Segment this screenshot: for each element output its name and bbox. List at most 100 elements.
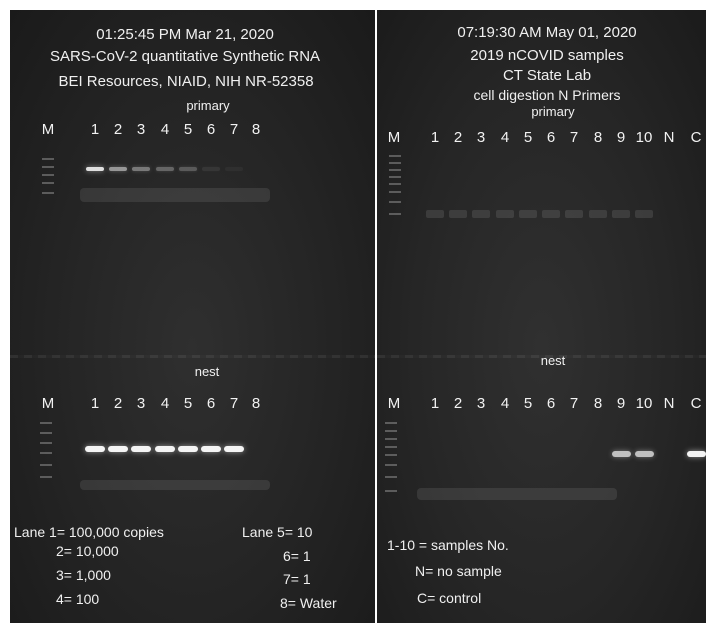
right-primary-lane-label-5: 5	[523, 129, 533, 146]
right-line2: CT State Lab	[502, 67, 592, 84]
left-primary-ladder	[42, 158, 54, 198]
left-primary-lane-label-1: 1	[90, 121, 100, 138]
legend-lane7: 7= 1	[283, 571, 311, 587]
left-nest-lane-label-3: 3	[136, 395, 146, 412]
right-primary-smear-lane-7	[565, 210, 583, 218]
left-nest-band-lane-5	[178, 446, 198, 452]
right-nest-lane-label-n: N	[663, 395, 675, 412]
left-nest-lane-label-1: 1	[90, 395, 100, 412]
left-nest-lane-label-6: 6	[206, 395, 216, 412]
left-timestamp: 01:25:45 PM Mar 21, 2020	[96, 26, 274, 43]
left-primary-lane-label-3: 3	[136, 121, 146, 138]
legend-lane6: 6= 1	[283, 548, 311, 564]
right-primary-lane-label-n: N	[663, 129, 675, 146]
left-nest-band-lane-4	[155, 446, 175, 452]
right-primary-lane-label-m: M	[387, 129, 401, 146]
right-nest-label: nest	[540, 353, 566, 368]
right-primary-label: primary	[531, 104, 575, 119]
left-primary-label: primary	[186, 98, 230, 113]
left-primary-band-lane-1	[86, 167, 104, 171]
right-nest-low-smear	[417, 488, 617, 500]
legend-lane5: Lane 5= 10	[242, 524, 313, 540]
gel-image-left: 01:25:45 PM Mar 21, 2020 SARS-CoV-2 quan…	[10, 10, 375, 623]
left-primary-band-lane-3	[132, 167, 150, 171]
right-nest-lane-label-8: 8	[593, 395, 603, 412]
right-nest-lane-label-10: 10	[635, 395, 653, 412]
legend-lane2: 2= 10,000	[56, 543, 119, 559]
right-primary-lane-label-1: 1	[430, 129, 440, 146]
right-nest-lane-label-5: 5	[523, 395, 533, 412]
left-nest-label: nest	[194, 364, 220, 379]
left-primary-band-lane-6	[202, 167, 220, 171]
left-nest-lane-label-8: 8	[251, 395, 261, 412]
left-primary-band-lane-7	[225, 167, 243, 171]
right-nest-lane-label-c: C	[690, 395, 702, 412]
left-title-line2: BEI Resources, NIAID, NIH NR-52358	[58, 73, 314, 90]
right-primary-ladder	[389, 155, 401, 220]
legend-lane3: 3= 1,000	[56, 567, 111, 583]
left-primary-lane-label-6: 6	[206, 121, 216, 138]
gel-image-right: 07:19:30 AM May 01, 2020 2019 nCOVID sam…	[377, 10, 706, 623]
left-nest-band-lane-1	[85, 446, 105, 452]
right-nest-lane-label-4: 4	[500, 395, 510, 412]
right-primary-lane-label-4: 4	[500, 129, 510, 146]
left-primary-lane-label-8: 8	[251, 121, 261, 138]
right-nest-lane-label-9: 9	[616, 395, 626, 412]
right-primary-lane-label-c: C	[690, 129, 702, 146]
left-nest-band-lane-6	[201, 446, 221, 452]
left-primary-band-lane-5	[179, 167, 197, 171]
right-well-row	[377, 355, 706, 358]
right-primary-smear-lane-8	[589, 210, 607, 218]
left-nest-lane-label-2: 2	[113, 395, 123, 412]
left-well-row	[10, 355, 375, 358]
left-nest-band-lane-7	[224, 446, 244, 452]
right-legend-no-sample: N= no sample	[415, 563, 502, 579]
right-primary-smear-lane-1	[426, 210, 444, 218]
right-nest-band-lane-12	[686, 451, 706, 457]
left-nest-lane-label-5: 5	[183, 395, 193, 412]
left-primary-primer-dimer	[80, 188, 270, 202]
left-primary-lane-label-2: 2	[113, 121, 123, 138]
right-nest-lane-label-7: 7	[569, 395, 579, 412]
right-primary-smear-lane-10	[635, 210, 653, 218]
left-nest-lane-label-m: M	[41, 395, 55, 412]
left-nest-lane-label-4: 4	[160, 395, 170, 412]
right-nest-lane-label-6: 6	[546, 395, 556, 412]
left-nest-lane-label-7: 7	[229, 395, 239, 412]
left-primary-band-lane-4	[156, 167, 174, 171]
right-primary-lane-label-3: 3	[476, 129, 486, 146]
right-nest-lane-label-m: M	[387, 395, 401, 412]
right-nest-lane-label-2: 2	[453, 395, 463, 412]
right-primary-smear-lane-9	[612, 210, 630, 218]
right-timestamp: 07:19:30 AM May 01, 2020	[457, 24, 637, 41]
left-nest-smear	[80, 480, 270, 490]
right-nest-band-lane-9	[611, 451, 631, 457]
right-nest-ladder	[385, 422, 397, 497]
left-title-line1: SARS-CoV-2 quantitative Synthetic RNA	[49, 48, 321, 65]
legend-lane8: 8= Water	[280, 595, 337, 611]
left-nest-band-lane-2	[108, 446, 128, 452]
right-nest-band-lane-10	[634, 451, 654, 457]
right-primary-lane-label-2: 2	[453, 129, 463, 146]
right-primary-lane-label-7: 7	[569, 129, 579, 146]
right-primary-smear-lane-4	[496, 210, 514, 218]
right-line1: 2019 nCOVID samples	[470, 47, 624, 64]
right-primary-smear-lane-3	[472, 210, 490, 218]
right-legend-control: C= control	[417, 590, 482, 606]
left-nest-ladder	[40, 422, 52, 482]
left-primary-band-lane-2	[109, 167, 127, 171]
left-primary-lane-label-m: M	[41, 121, 55, 138]
right-nest-lane-label-1: 1	[430, 395, 440, 412]
right-primary-lane-label-6: 6	[546, 129, 556, 146]
right-nest-lane-label-3: 3	[476, 395, 486, 412]
left-nest-band-lane-3	[131, 446, 151, 452]
right-primary-smear-lane-6	[542, 210, 560, 218]
right-primary-lane-label-8: 8	[593, 129, 603, 146]
right-line3: cell digestion N Primers	[473, 87, 621, 103]
right-primary-smear-lane-2	[449, 210, 467, 218]
right-primary-lane-label-10: 10	[635, 129, 653, 146]
legend-lane4: 4= 100	[56, 591, 100, 607]
left-primary-lane-label-5: 5	[183, 121, 193, 138]
right-legend-samples: 1-10 = samples No.	[387, 537, 509, 553]
legend-lane1: Lane 1= 100,000 copies	[14, 524, 164, 540]
